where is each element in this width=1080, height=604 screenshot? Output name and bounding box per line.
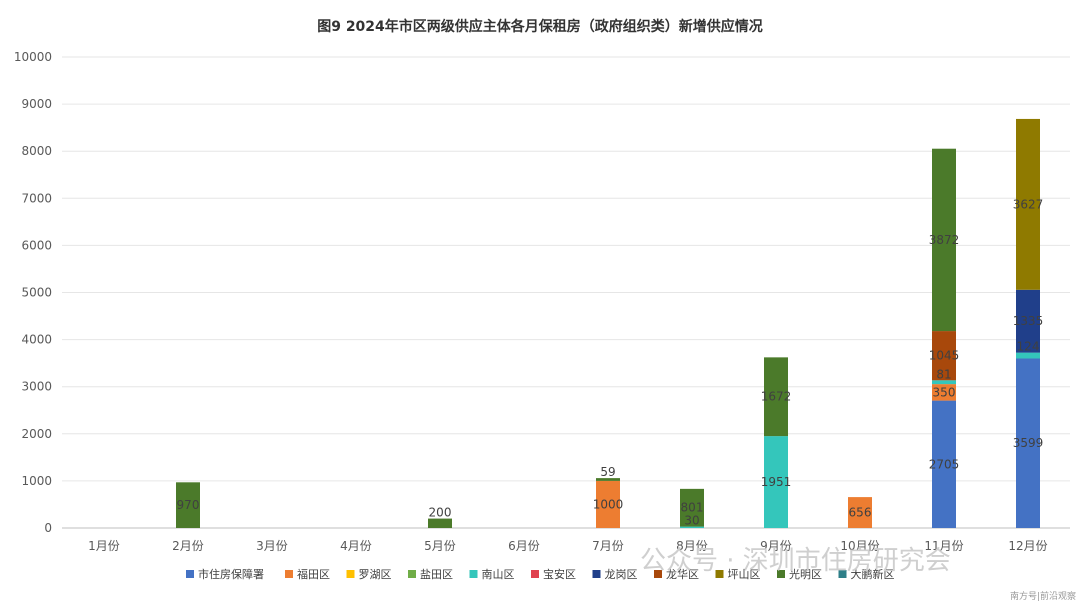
- data-label: 3627: [1013, 197, 1044, 211]
- bar-segment: [932, 384, 956, 401]
- x-tick-label: 7月份: [592, 539, 624, 553]
- bar-segment: [1016, 358, 1040, 528]
- legend-label: 南山区: [482, 568, 515, 581]
- data-label: 1951: [761, 475, 792, 489]
- legend-label: 福田区: [297, 567, 330, 581]
- data-label: 59: [600, 465, 615, 479]
- bar-segment: [1016, 352, 1040, 359]
- bar-segment: [1016, 118, 1040, 290]
- x-tick-label: 9月份: [760, 539, 792, 553]
- data-label: 3872: [929, 233, 960, 247]
- x-tick-label: 6月份: [508, 539, 540, 553]
- bar-segment: [680, 488, 704, 527]
- data-label: 1045: [929, 349, 960, 363]
- data-label: 81: [936, 367, 951, 381]
- legend-label: 盐田区: [420, 568, 453, 581]
- y-tick-label: 4000: [21, 333, 52, 347]
- corner-tag: 南方号|前沿观察: [1009, 592, 1076, 602]
- x-tick-label: 1月份: [88, 539, 120, 553]
- legend-swatch: [654, 570, 662, 578]
- bar-segment: [764, 436, 788, 528]
- y-tick-label: 1000: [21, 474, 52, 488]
- y-tick-label: 7000: [21, 191, 52, 205]
- data-label: 2705: [929, 457, 960, 471]
- x-tick-label: 2月份: [172, 539, 204, 553]
- data-label: 801: [681, 501, 704, 515]
- data-label: 1335: [1013, 314, 1044, 328]
- x-tick-label: 5月份: [424, 539, 456, 553]
- bar-segment: [176, 482, 200, 528]
- legend-label: 大鹏新区: [851, 567, 895, 581]
- legend: 市住房保障署 福田区 罗湖区 盐田区 南山区 宝安区 龙岗区 龙华区 坪山区 光明区 大鹏新区: [186, 567, 895, 581]
- y-tick-label: 9000: [21, 97, 52, 111]
- data-label: 124: [1017, 340, 1040, 354]
- y-tick-label: 0: [44, 521, 52, 535]
- y-tick-label: 5000: [21, 286, 52, 300]
- legend-label: 光明区: [789, 567, 822, 581]
- bar-segment: [596, 478, 620, 481]
- bar-segment: [764, 357, 788, 437]
- legend-swatch: [469, 570, 478, 578]
- data-label: 30: [684, 514, 699, 528]
- legend-swatch: [408, 570, 416, 578]
- legend-label: 市住房保障署: [198, 567, 264, 581]
- y-tick-label: 3000: [21, 380, 52, 394]
- data-label: 200: [429, 506, 452, 520]
- bar-segment: [680, 526, 704, 528]
- legend-swatch: [285, 570, 293, 578]
- legend-swatch: [346, 570, 355, 578]
- watermark-text: 公众号 · 深圳市住房研究会: [640, 546, 951, 576]
- chart-title: 图9 2024年市区两级供应主体各月保租房（政府组织类）新增供应情况: [317, 19, 763, 35]
- bar-segment: [596, 480, 620, 528]
- y-axis: 0 1000 2000 3000 4000 5000 6000 7000 8000 9000 100…: [14, 50, 52, 535]
- x-tick-label: 10月份: [840, 539, 879, 553]
- legend-swatch: [186, 570, 194, 578]
- bar-segment: [932, 148, 956, 332]
- y-tick-label: 6000: [21, 238, 52, 252]
- x-tick-label: 11月份: [924, 539, 963, 553]
- bars: [176, 118, 1040, 528]
- legend-swatch: [777, 570, 785, 578]
- legend-label: 龙华区: [666, 567, 699, 581]
- bar-segment: [1016, 289, 1040, 353]
- x-axis: 1月份 2月份 3月份 4月份 5月份 6月份 7月份 8月份 9月份 10月份 11月份 12月份: [88, 539, 1047, 553]
- bar-segment: [428, 518, 452, 528]
- data-label: 3599: [1013, 436, 1044, 450]
- legend-swatch: [715, 570, 724, 578]
- y-tick-label: 10000: [14, 50, 52, 64]
- legend-label: 龙岗区: [605, 568, 638, 581]
- y-tick-label: 8000: [21, 144, 52, 158]
- legend-label: 坪山区: [728, 568, 761, 581]
- data-label: 1000: [593, 497, 624, 511]
- data-label: 656: [849, 506, 872, 520]
- legend-label: 宝安区: [543, 567, 576, 581]
- legend-swatch: [592, 570, 601, 578]
- bar-segment: [932, 380, 956, 385]
- legend-swatch: [531, 570, 539, 578]
- legend-label: 罗湖区: [359, 568, 392, 581]
- y-tick-label: 2000: [21, 427, 52, 441]
- x-tick-label: 3月份: [256, 539, 288, 553]
- data-label: 1672: [761, 390, 792, 404]
- data-label: 350: [933, 385, 956, 399]
- legend-swatch: [838, 570, 847, 578]
- bar-segment: [932, 400, 956, 528]
- bar-segment: [932, 331, 956, 381]
- x-tick-label: 12月份: [1008, 539, 1047, 553]
- bar-segment: [848, 497, 872, 528]
- gridlines: [62, 56, 1070, 529]
- x-tick-label: 8月份: [676, 539, 708, 553]
- x-tick-label: 4月份: [340, 539, 372, 553]
- data-label: 970: [177, 498, 200, 512]
